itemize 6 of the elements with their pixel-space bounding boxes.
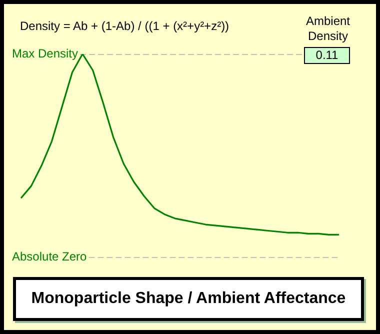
text: Ambient Density bbox=[304, 14, 352, 44]
ref-line-label: Max Density bbox=[12, 46, 78, 60]
chart-subtitle: Density = Ab + (1-Ab) / ((1 + (x²+y²+z²)) bbox=[20, 19, 230, 33]
text: Monoparticle Shape / Ambient Affectance bbox=[13, 277, 364, 321]
annotation: 0.11 bbox=[304, 47, 350, 64]
ref-line-label: Absolute Zero bbox=[12, 249, 88, 264]
